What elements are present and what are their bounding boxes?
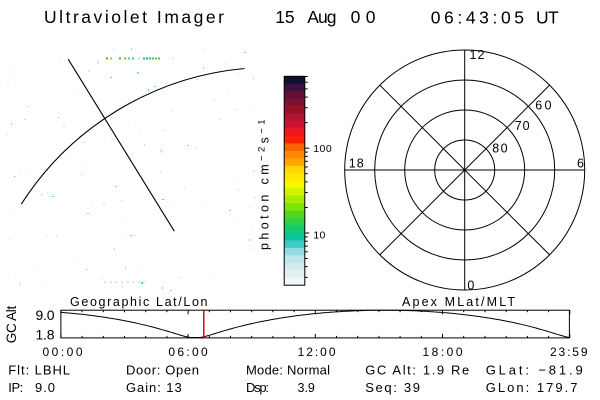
svg-text:100: 100: [313, 143, 332, 155]
svg-text:10: 10: [313, 229, 325, 241]
svg-text:9.0: 9.0: [35, 380, 55, 395]
svg-text:GLat: −81.9: GLat: −81.9: [486, 363, 583, 378]
svg-text:18: 18: [349, 156, 364, 170]
svg-text:23:59: 23:59: [550, 345, 588, 359]
svg-text:Geographic Lat/Lon: Geographic Lat/Lon: [70, 295, 208, 309]
svg-text:1.8: 1.8: [36, 326, 55, 342]
svg-text:Dsp:: Dsp:: [246, 380, 269, 395]
svg-text:Flt: LBHL: Flt: LBHL: [8, 363, 70, 378]
svg-text:UT: UT: [536, 8, 559, 28]
svg-text:GC Alt: GC Alt: [4, 306, 19, 344]
svg-text:15: 15: [275, 7, 294, 27]
svg-text:GC Alt: 1.9 Re: GC Alt: 1.9 Re: [365, 363, 469, 378]
svg-text:9.0: 9.0: [36, 307, 55, 323]
svg-text:Apex MLat/MLT: Apex MLat/MLT: [402, 295, 515, 309]
svg-text:0: 0: [467, 278, 474, 292]
svg-text:80: 80: [492, 142, 507, 156]
svg-text:Mode: Normal: Mode: Normal: [246, 363, 330, 378]
svg-text:IP:: IP:: [8, 380, 23, 395]
svg-text:Seq: 39: Seq: 39: [365, 380, 420, 395]
svg-text:06:00: 06:00: [168, 345, 208, 359]
svg-text:Door: Open: Door: Open: [126, 363, 199, 378]
svg-text:70: 70: [515, 119, 530, 133]
svg-text:Aug: Aug: [307, 7, 336, 27]
svg-text:00:00: 00:00: [43, 345, 83, 359]
svg-text:6: 6: [577, 156, 584, 170]
svg-text:3.9: 3.9: [298, 381, 315, 395]
svg-text:18:00: 18:00: [423, 345, 463, 359]
svg-text:Gain: 13: Gain: 13: [126, 380, 182, 395]
svg-text:12: 12: [470, 48, 485, 62]
svg-text:photon cm−2s−1: photon cm−2s−1: [257, 116, 272, 250]
svg-text:GLon: 179.7: GLon: 179.7: [486, 380, 578, 395]
svg-text:12:00: 12:00: [298, 345, 336, 359]
